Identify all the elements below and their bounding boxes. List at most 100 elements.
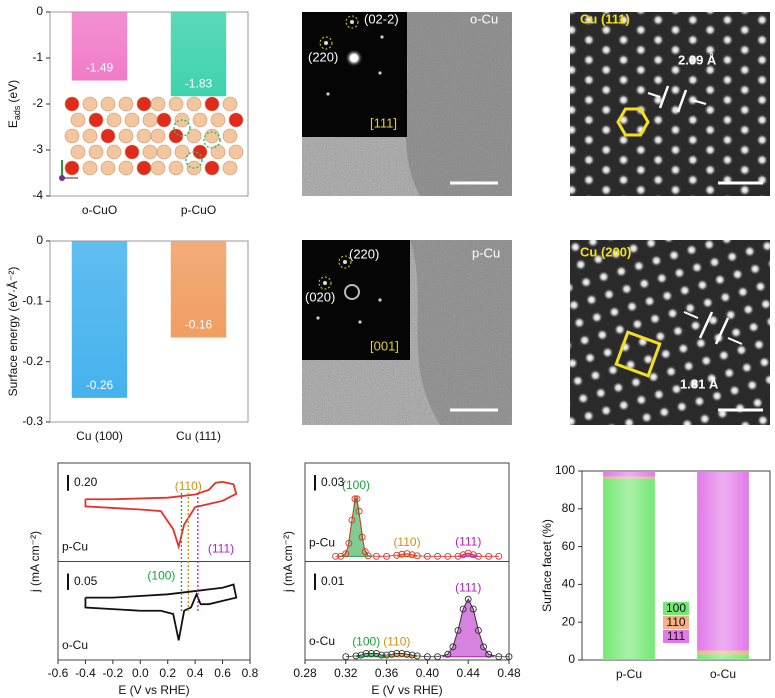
scale-bar-label: 0.05 xyxy=(74,574,98,588)
marker-label: (110) xyxy=(175,479,202,493)
bar-segment xyxy=(603,476,655,479)
x-tick-label: 0.36 xyxy=(375,666,399,680)
spot xyxy=(378,298,382,302)
bar xyxy=(71,241,128,398)
fringe-marker xyxy=(658,85,670,109)
x-tick-label: -0.2 xyxy=(103,666,124,680)
data-point xyxy=(358,533,366,541)
x-tick-label: Cu (100) xyxy=(76,429,123,443)
data-point xyxy=(485,552,493,560)
peak-label: (111) xyxy=(455,580,481,594)
data-point xyxy=(464,595,472,603)
data-point xyxy=(408,551,416,559)
fringe-marker xyxy=(698,311,714,339)
x-tick-label: 0.6 xyxy=(214,666,231,680)
atom xyxy=(222,160,238,176)
x-tick-label: 0.4 xyxy=(187,666,204,680)
bar xyxy=(71,12,128,81)
data-point xyxy=(423,552,431,560)
data-point xyxy=(388,650,396,658)
data-point xyxy=(495,653,503,661)
image-title: Cu (111) xyxy=(580,11,630,26)
y-axis-label: Surface facet (%) xyxy=(540,519,554,612)
axis-origin xyxy=(59,175,65,181)
data-point xyxy=(355,507,363,515)
y-tick-label: 0 xyxy=(568,652,575,666)
atom xyxy=(64,128,80,144)
arrow xyxy=(647,92,661,98)
data-point xyxy=(459,605,467,613)
marker-label: (100) xyxy=(147,569,175,583)
y-tick-label: -4 xyxy=(32,188,43,202)
atom xyxy=(168,160,184,176)
y-tick-label: 80 xyxy=(562,501,576,515)
atom xyxy=(142,112,158,128)
bar xyxy=(170,241,227,338)
data-point xyxy=(367,649,375,657)
spot xyxy=(324,41,328,45)
spot xyxy=(350,20,354,24)
data-point xyxy=(383,552,391,560)
data-point xyxy=(348,516,356,524)
y-axis-label-sub: ads xyxy=(12,105,22,120)
data-point xyxy=(353,495,361,503)
x-tick-label: 0.44 xyxy=(457,666,481,680)
y-tick-label: -1 xyxy=(32,50,43,64)
micrograph-e: (220) (020) [001] p-Cu xyxy=(302,240,512,425)
atom xyxy=(228,112,244,128)
x-tick-label: 0.2 xyxy=(159,666,176,680)
data-point xyxy=(393,649,401,657)
data-point xyxy=(362,649,370,657)
data-point xyxy=(459,551,467,559)
atom xyxy=(118,128,134,144)
legend-label: 100 xyxy=(666,601,686,615)
y-tick-label: 60 xyxy=(562,539,576,553)
data-point xyxy=(454,552,462,560)
spot-ring xyxy=(345,15,359,29)
y-tick-label: -0.2 xyxy=(22,354,43,368)
arrow xyxy=(683,311,699,319)
y-tick-label: -0.3 xyxy=(22,414,43,428)
y-tick-label: -3 xyxy=(32,142,43,156)
x-tick-label: p-Cu xyxy=(616,667,642,681)
saed-inset xyxy=(302,240,410,360)
data-point xyxy=(469,605,477,613)
atom xyxy=(64,160,80,176)
data-point xyxy=(342,550,350,558)
x-axis-label: E (V vs RHE) xyxy=(371,683,442,697)
bar xyxy=(170,12,227,97)
data-point xyxy=(345,539,353,547)
data-point xyxy=(357,651,365,659)
y-tick-label: 100 xyxy=(555,463,575,477)
atom xyxy=(70,112,86,128)
y-axis-label-unit: (eV) xyxy=(6,80,20,103)
data-point xyxy=(480,643,487,651)
scale-bar-label: 0.20 xyxy=(74,475,98,489)
lattice xyxy=(570,12,770,196)
data-point xyxy=(352,652,360,660)
image-title: Cu (200) xyxy=(580,244,631,259)
x-tick-label: 0.28 xyxy=(293,666,317,680)
x-axis-label: E (V vs RHE) xyxy=(118,683,189,697)
panel-name: o-Cu xyxy=(309,634,335,648)
data-point xyxy=(398,649,406,657)
atom xyxy=(174,144,190,160)
x-tick-label: -0.6 xyxy=(48,666,69,680)
particle xyxy=(400,12,512,196)
plot-frame xyxy=(581,470,771,661)
atom xyxy=(82,160,98,176)
legend-swatch xyxy=(663,602,689,615)
data-point xyxy=(378,651,385,659)
y-axis-label: Surface energy (eV·Å⁻²) xyxy=(5,267,20,397)
atom xyxy=(124,112,140,128)
y-axis-label: j (mA cm⁻²) xyxy=(281,531,295,593)
atom xyxy=(156,144,172,160)
peak-label: (110) xyxy=(383,635,410,649)
x-tick-label: p-CuO xyxy=(181,203,216,217)
panel-name: p-Cu xyxy=(62,540,88,554)
x-tick-label: 0.0 xyxy=(132,666,149,680)
bar-value-label: -0.16 xyxy=(185,318,213,332)
data-point xyxy=(408,651,416,659)
data-point xyxy=(342,653,350,661)
data-point xyxy=(434,653,442,661)
